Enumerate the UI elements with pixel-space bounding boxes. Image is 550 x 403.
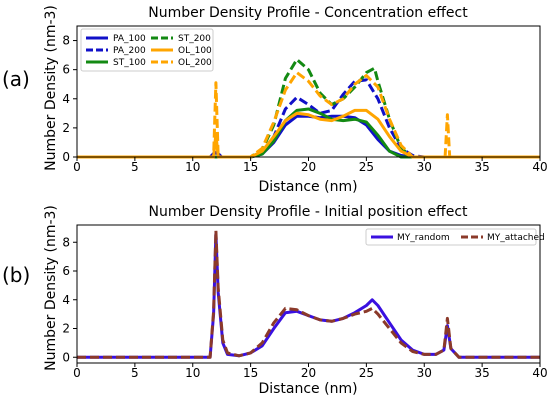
legend-label: PA_200 bbox=[113, 46, 146, 56]
series-line-st-100 bbox=[77, 107, 540, 159]
x-tick-label: 30 bbox=[417, 366, 432, 380]
y-tick-label: 0 bbox=[62, 350, 70, 364]
x-tick-label: 25 bbox=[359, 366, 374, 380]
legend-label: ST_200 bbox=[178, 34, 211, 44]
x-tick-label: 0 bbox=[73, 160, 81, 174]
series-line-my-random bbox=[77, 232, 540, 359]
y-tick-label: 2 bbox=[62, 322, 70, 336]
series-line-my-attached bbox=[77, 229, 540, 359]
y-tick-label: 8 bbox=[62, 34, 70, 48]
legend-label: MY_attached bbox=[487, 233, 545, 243]
x-axis-label: Distance (nm) bbox=[258, 381, 357, 397]
x-axis-label: Distance (nm) bbox=[258, 179, 357, 195]
y-tick-label: 4 bbox=[62, 92, 70, 106]
y-tick-label: 6 bbox=[62, 264, 70, 278]
x-tick-label: 15 bbox=[243, 366, 258, 380]
x-tick-label: 10 bbox=[185, 160, 200, 174]
chart-title: Number Density Profile - Concentration e… bbox=[148, 5, 468, 21]
x-tick-label: 20 bbox=[301, 160, 316, 174]
legend-label: OL_100 bbox=[178, 46, 212, 56]
legend-label: MY_random bbox=[397, 233, 450, 243]
legend: PA_100 PA_200 ST_100 ST_200 OL_100 OL_200 bbox=[80, 28, 214, 72]
chart-initial-position-effect: Number Density Profile - Initial positio… bbox=[43, 204, 548, 397]
series-line-pa-100 bbox=[77, 114, 540, 159]
x-tick-label: 30 bbox=[417, 160, 432, 174]
panel-label-b: (b) bbox=[2, 263, 30, 287]
y-tick-label: 6 bbox=[62, 63, 70, 77]
x-tick-label: 0 bbox=[73, 366, 81, 380]
legend-label: ST_100 bbox=[113, 58, 146, 68]
x-tick-label: 15 bbox=[243, 160, 258, 174]
legend-label: PA_100 bbox=[113, 34, 146, 44]
x-tick-label: 35 bbox=[474, 160, 489, 174]
series-line-pa-200 bbox=[77, 78, 540, 159]
y-axis-label: Number Density (nm-3) bbox=[43, 5, 59, 171]
x-tick-label: 25 bbox=[359, 160, 374, 174]
x-tick-label: 5 bbox=[131, 366, 139, 380]
y-tick-label: 0 bbox=[62, 150, 70, 164]
legend: MY_random MY_attached bbox=[365, 228, 545, 246]
panel-label-a: (a) bbox=[2, 67, 30, 91]
chart-title: Number Density Profile - Initial positio… bbox=[149, 204, 469, 220]
legend-label: OL_200 bbox=[178, 58, 212, 68]
x-tick-label: 40 bbox=[532, 160, 547, 174]
x-tick-label: 5 bbox=[131, 160, 139, 174]
y-tick-label: 8 bbox=[62, 235, 70, 249]
plot-frame bbox=[76, 224, 541, 364]
x-tick-label: 10 bbox=[185, 366, 200, 380]
chart-concentration-effect: Number Density Profile - Concentration e… bbox=[43, 5, 548, 195]
x-tick-label: 35 bbox=[474, 366, 489, 380]
x-tick-label: 40 bbox=[532, 366, 547, 380]
y-tick-label: 2 bbox=[62, 121, 70, 135]
y-tick-label: 4 bbox=[62, 293, 70, 307]
x-tick-label: 20 bbox=[301, 366, 316, 380]
y-axis-label: Number Density (nm-3) bbox=[43, 205, 59, 371]
